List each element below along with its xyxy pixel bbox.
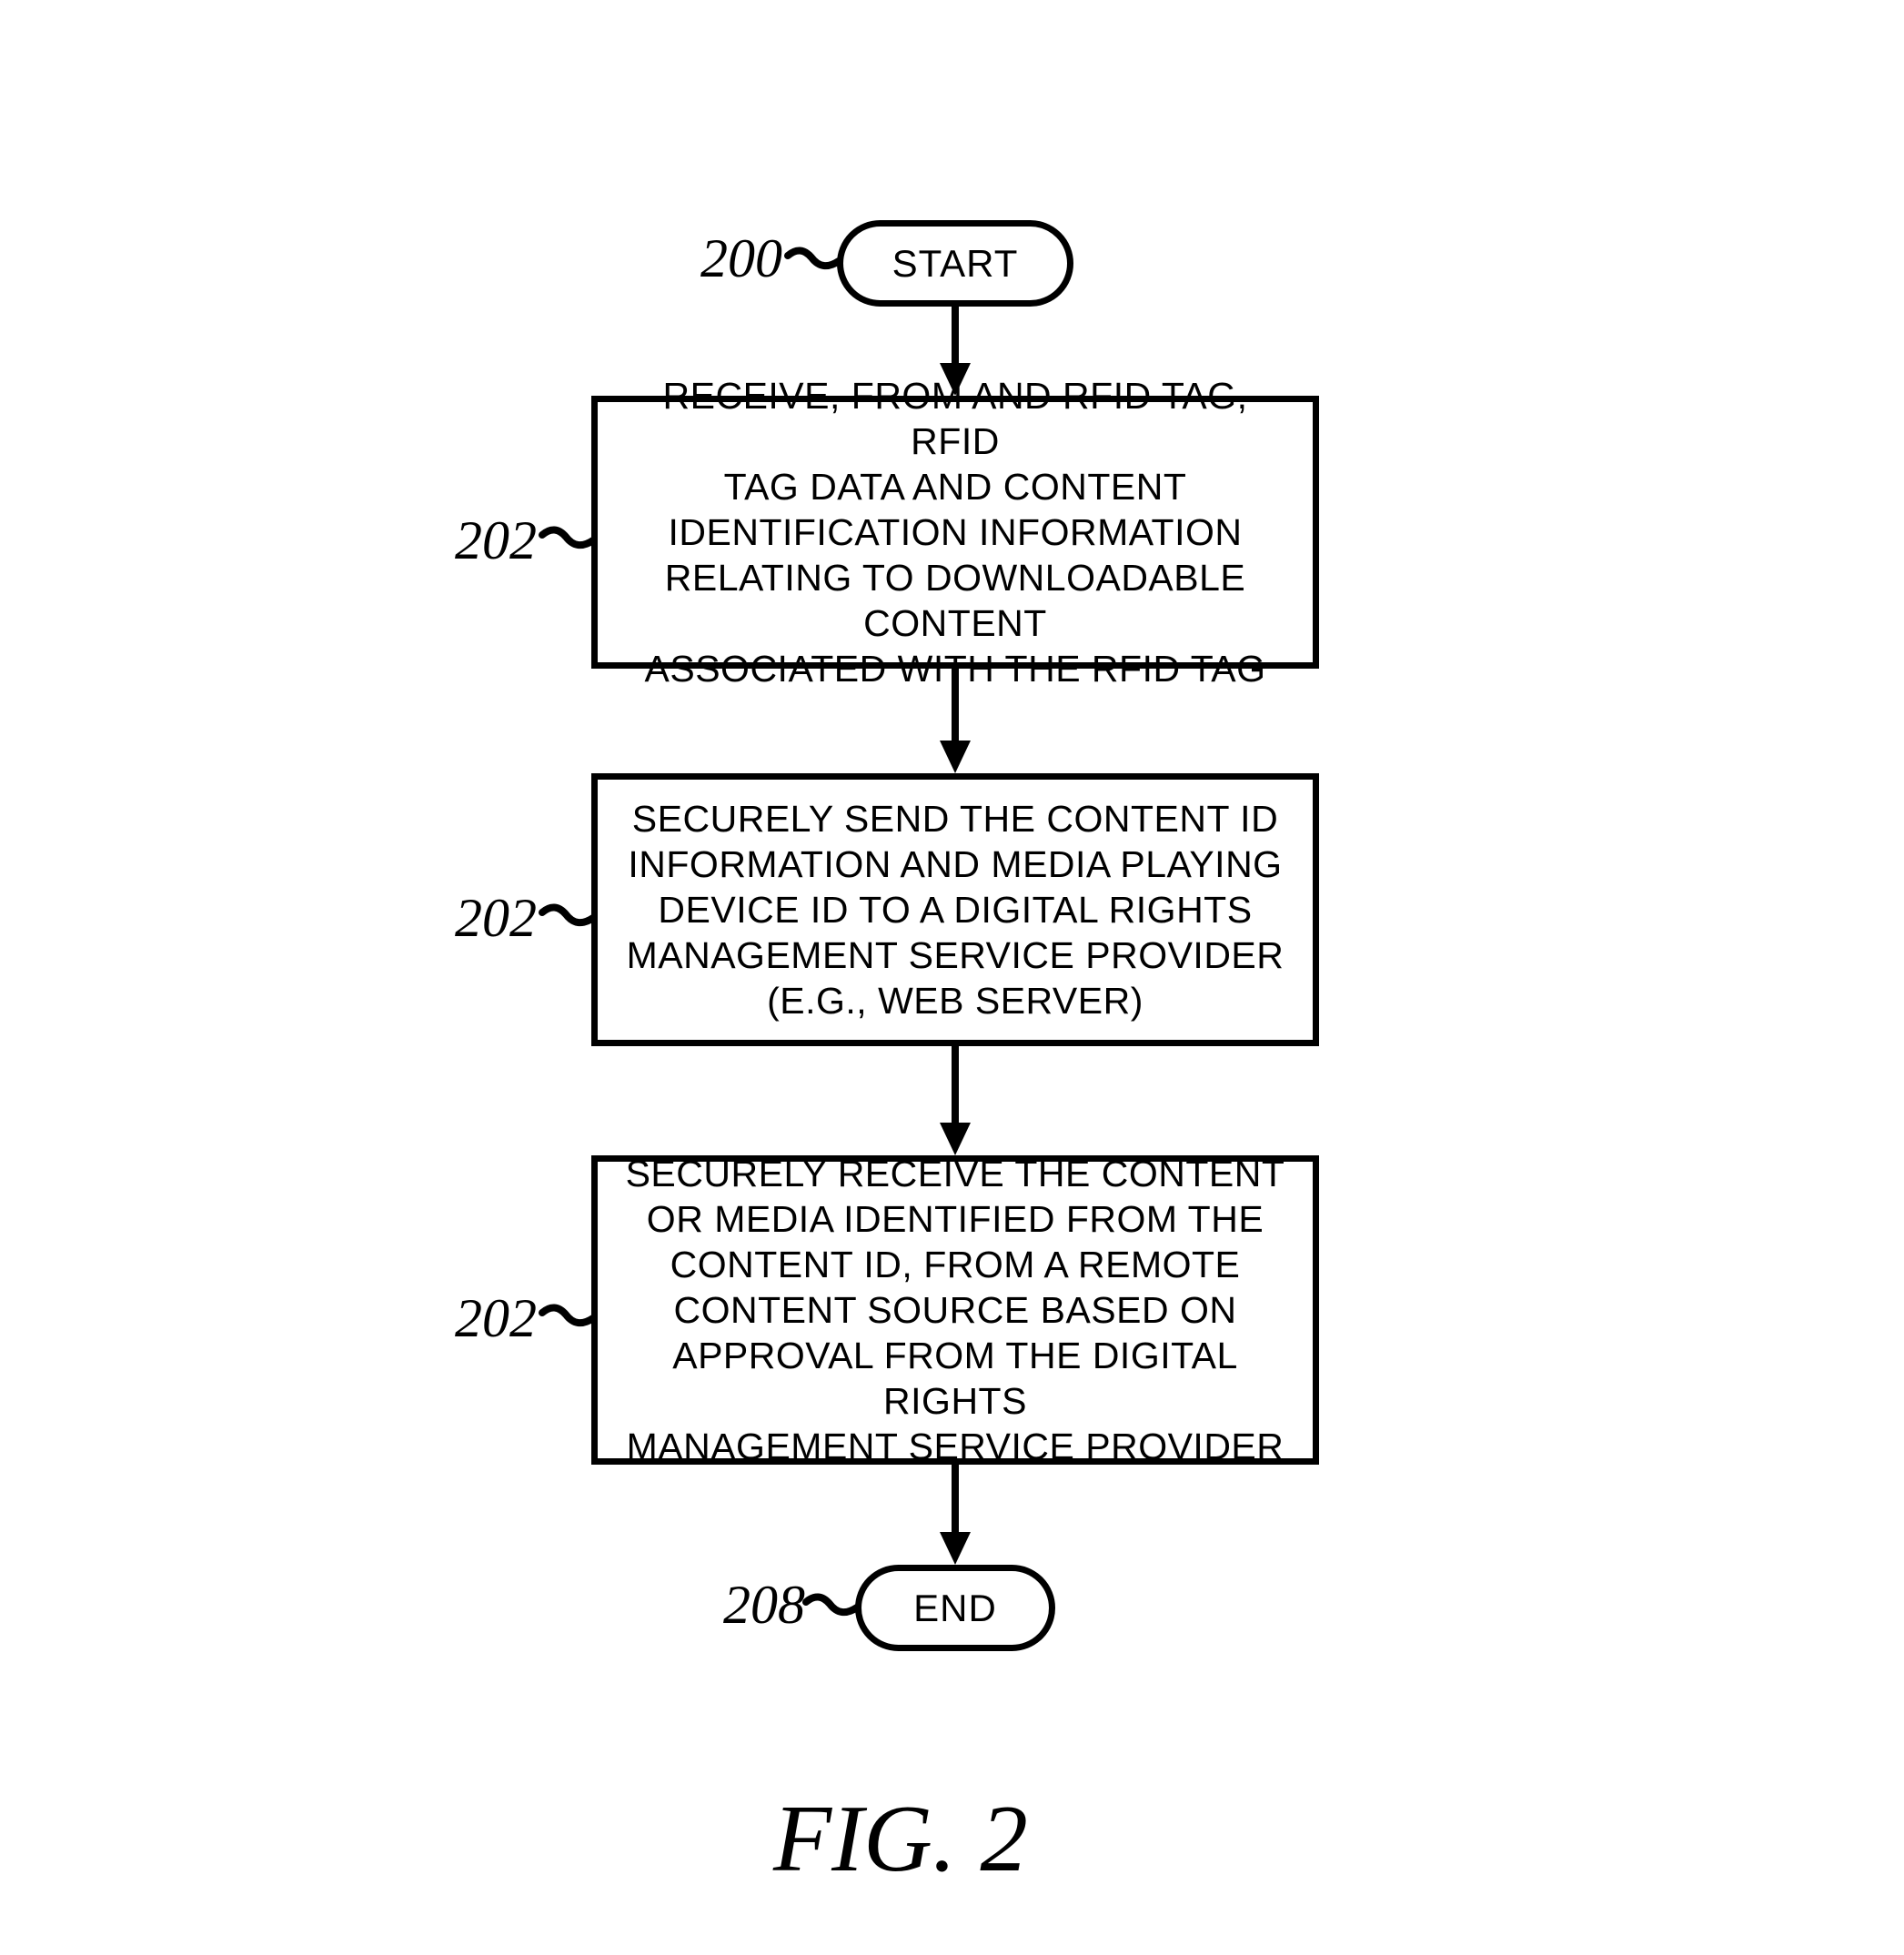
process-step3: SECURELY RECEIVE THE CONTENT OR MEDIA ID…: [591, 1155, 1319, 1465]
process-step1-label: RECEIVE, FROM AND RFID TAG, RFID TAG DAT…: [616, 373, 1295, 691]
figure-caption: FIG. 2: [773, 1783, 1028, 1893]
process-step2: SECURELY SEND THE CONTENT ID INFORMATION…: [591, 773, 1319, 1046]
ref-label-step2: 202: [455, 887, 537, 950]
ref-label-step3: 202: [455, 1287, 537, 1350]
end-node: END: [855, 1565, 1055, 1651]
arrow-step3-end: [932, 1465, 978, 1567]
process-step2-label: SECURELY SEND THE CONTENT ID INFORMATION…: [627, 796, 1284, 1023]
ref-label-start: 200: [700, 227, 782, 290]
ref-label-step1: 202: [455, 509, 537, 572]
end-label: END: [913, 1589, 997, 1627]
start-node: START: [837, 220, 1073, 307]
ref-label-end: 208: [723, 1574, 805, 1637]
start-label: START: [892, 245, 1019, 283]
process-step1: RECEIVE, FROM AND RFID TAG, RFID TAG DAT…: [591, 396, 1319, 669]
flowchart-canvas: START 200 RECEIVE, FROM AND RFID TAG, RF…: [0, 0, 1904, 1955]
process-step3-label: SECURELY RECEIVE THE CONTENT OR MEDIA ID…: [616, 1151, 1295, 1469]
arrow-step2-step3: [932, 1046, 978, 1157]
